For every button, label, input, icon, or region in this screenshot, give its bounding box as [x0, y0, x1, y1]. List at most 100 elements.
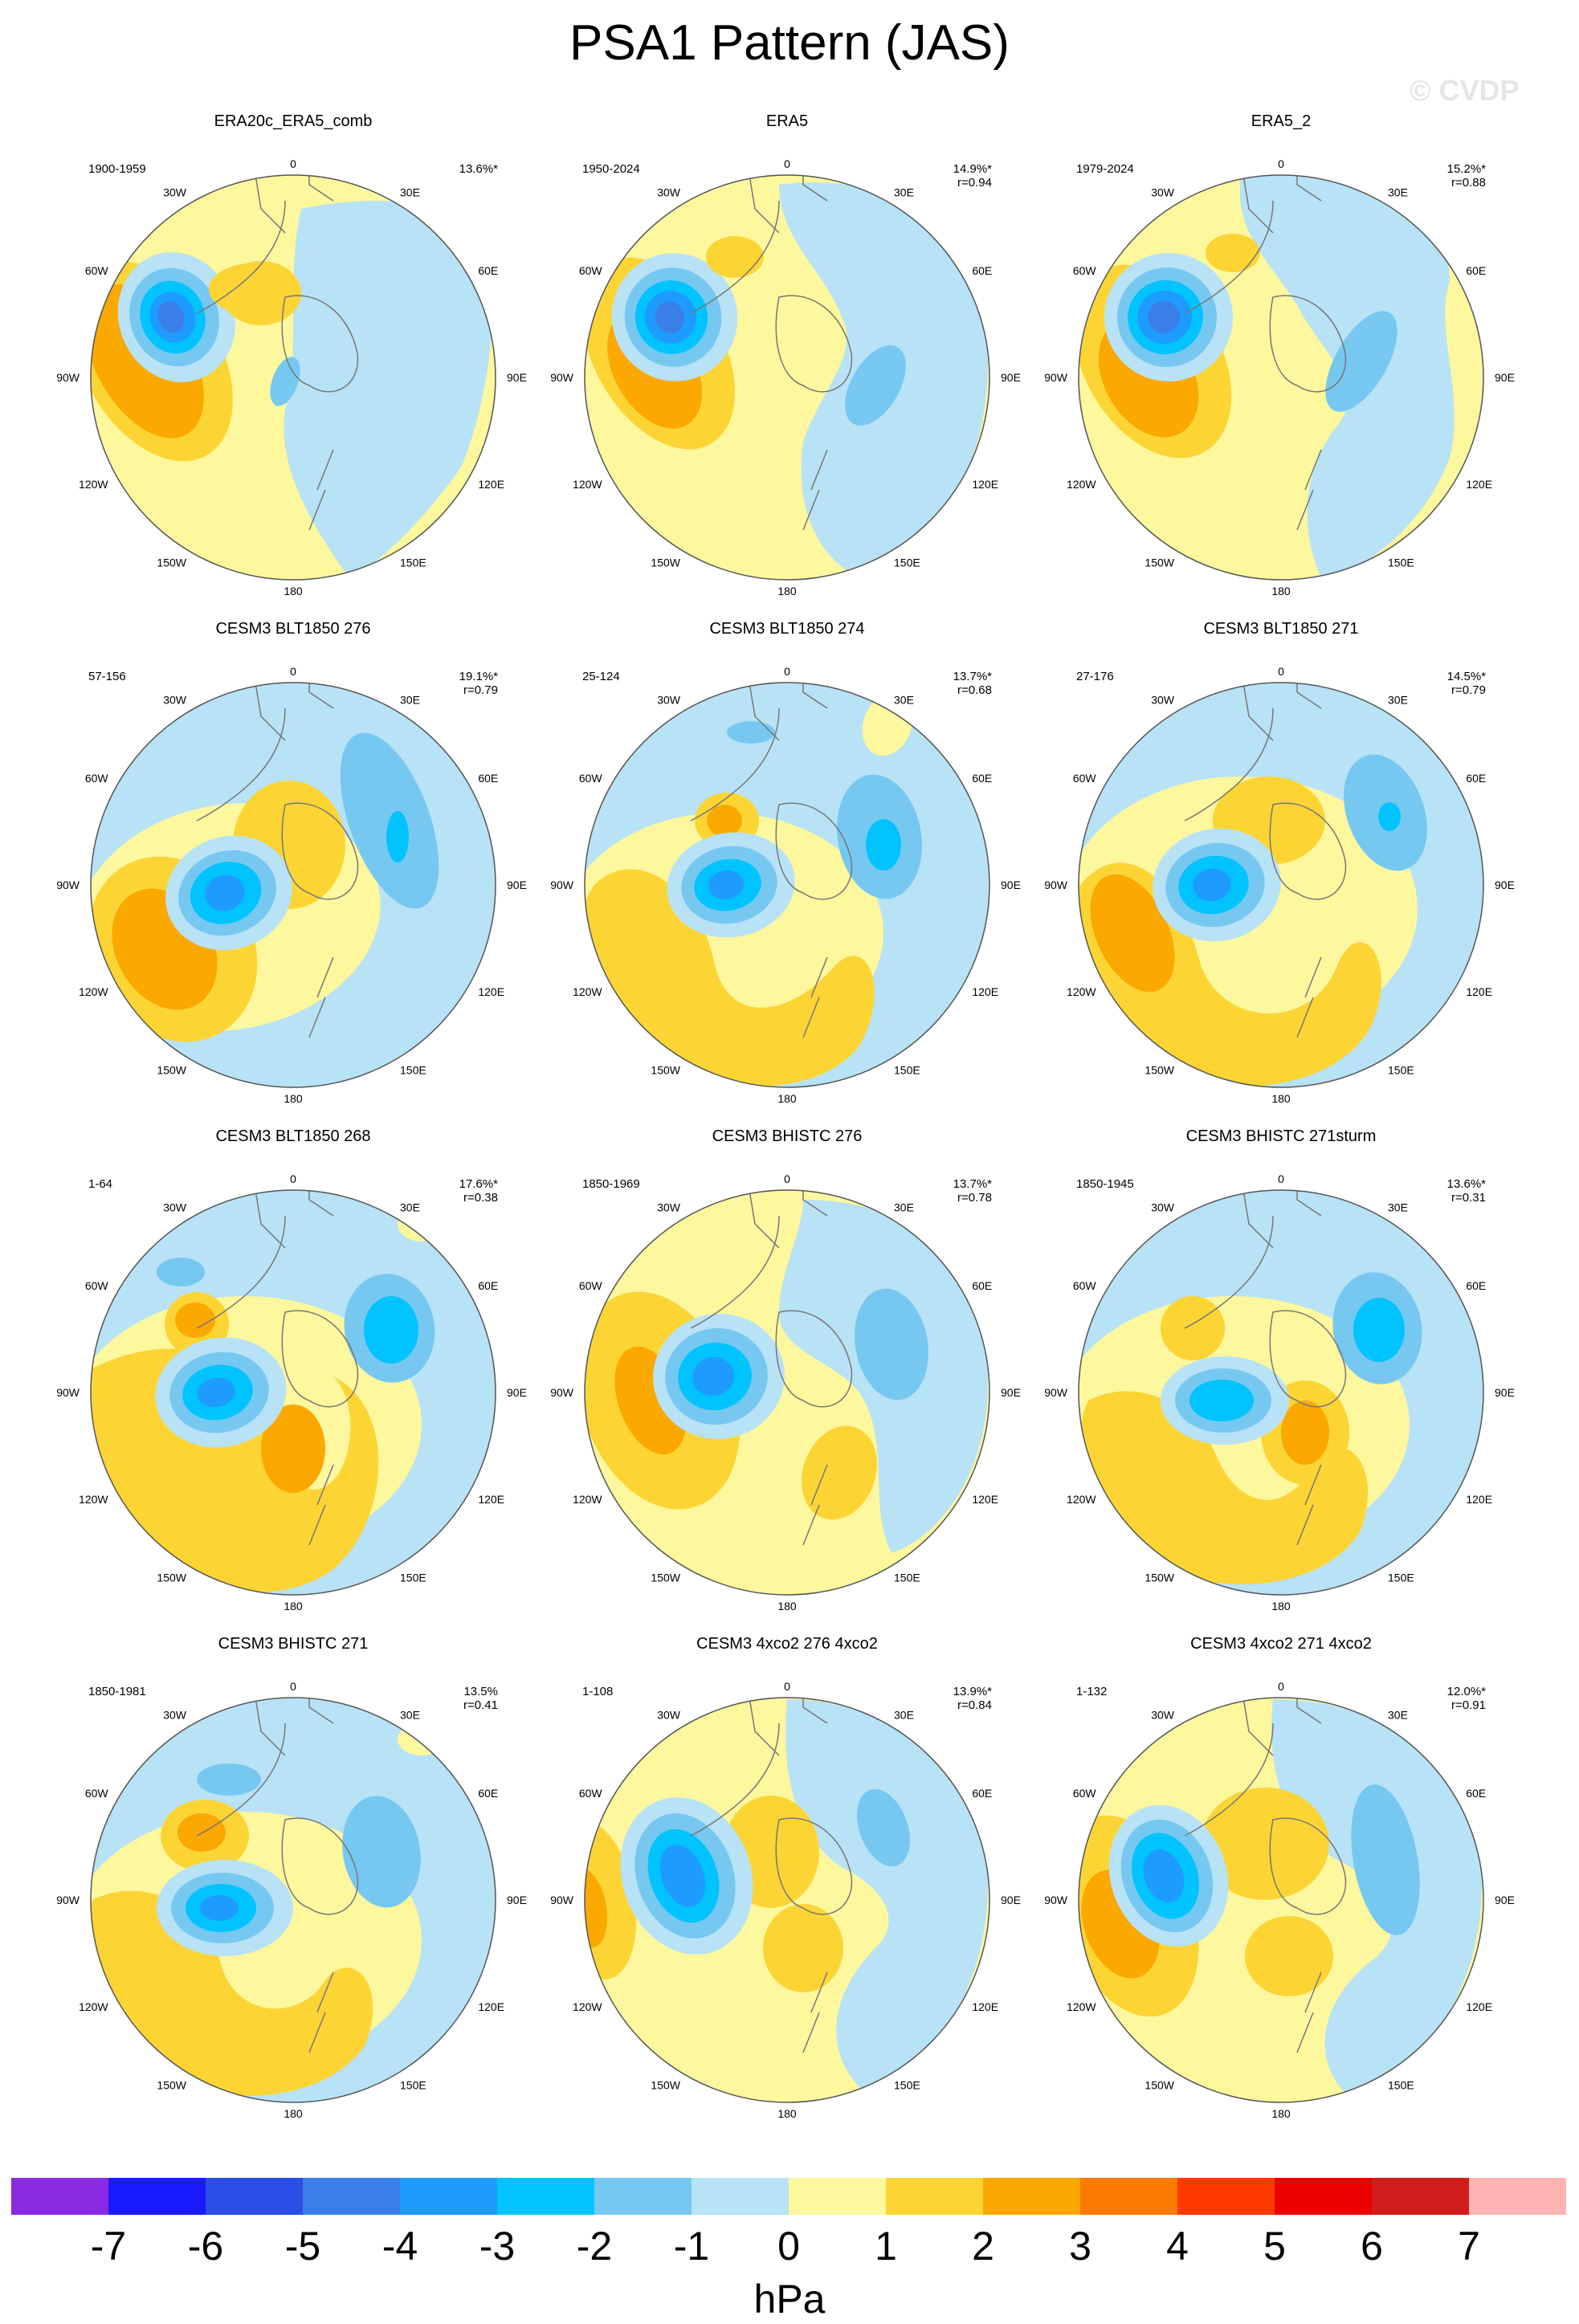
colorbar-tick-label: -4: [381, 2224, 418, 2269]
variance-label: 14.5%* r=0.79: [1446, 670, 1486, 697]
longitude-label: 150W: [157, 1063, 186, 1076]
polar-map: 0 30E 60E 90E 120E 150E 180 150W 120W 90W 60W 30W: [1044, 1172, 1515, 1613]
panel-title: ERA20c_ERA5_comb: [214, 112, 373, 130]
colorbar-tick-label: -1: [673, 2224, 710, 2269]
panel-title: CESM3 4xco2 271 4xco2: [1190, 1635, 1372, 1653]
longitude-label: 30E: [400, 1201, 420, 1214]
map-border: [584, 1697, 990, 2103]
polar-map: 0 30E 60E 90E 120E 150E 180 150W 120W 90W 60W 30W: [550, 1172, 1021, 1613]
map-border: [584, 174, 990, 581]
slp-contour: [177, 1813, 226, 1852]
slp-contour: [261, 1405, 325, 1493]
longitude-label: 90E: [507, 1386, 527, 1399]
map-panel: CESM3 4xco2 271 4xco2 0 30E 60E 90E 120E 150E 1…: [1032, 1635, 1530, 2133]
colorbar-units: hPa: [753, 2277, 826, 2322]
figure-title: PSA1 Pattern (JAS): [569, 15, 1010, 71]
colorbar-swatch: [789, 2178, 887, 2215]
longitude-label: 180: [1271, 585, 1291, 597]
longitude-label: 30W: [1151, 186, 1175, 199]
colorbar-swatch: [11, 2178, 109, 2215]
slp-contour: [1351, 1784, 1420, 1935]
longitude-label: 30W: [657, 1201, 681, 1214]
longitude-label: 60E: [478, 264, 498, 277]
longitude-label: 60E: [478, 1279, 498, 1292]
pattern-correlation: r=0.79: [1451, 683, 1486, 697]
panel-title: CESM3 BHISTC 271: [218, 1635, 369, 1653]
panel-title: CESM3 4xco2 276 4xco2: [696, 1635, 878, 1653]
map-border: [90, 682, 496, 1088]
longitude-label: 90W: [1044, 371, 1068, 384]
slp-contour: [785, 1699, 988, 2101]
colorbar-swatch: [1372, 2178, 1470, 2215]
longitude-label: 30E: [894, 1709, 914, 1722]
longitude-label: 60E: [972, 1279, 992, 1292]
slp-contour: [221, 261, 301, 325]
longitude-label: 90E: [1001, 371, 1021, 384]
longitude-label: 60E: [478, 1787, 498, 1800]
colorbar-tick-label: -7: [90, 2224, 127, 2269]
variance-label: 15.2%* r=0.88: [1446, 162, 1486, 190]
slp-contour: [157, 301, 185, 333]
longitude-label: 150W: [157, 2078, 186, 2091]
slp-contour: [585, 1868, 608, 1948]
longitude-label: 150W: [651, 2078, 680, 2091]
slp-contour: [1161, 1296, 1225, 1360]
slp-contour: [398, 1723, 446, 1755]
map-border: [90, 1697, 496, 2103]
longitude-label: 30W: [1151, 1709, 1175, 1722]
colorbar-tick-label: 0: [777, 2224, 800, 2269]
polar-map: 0 30E 60E 90E 120E 150E 180 150W 120W 90W 60W 30W: [1044, 1680, 1515, 2120]
colorbar-tick-label: 6: [1361, 2224, 1383, 2269]
map-border: [1078, 1189, 1484, 1596]
longitude-label: 180: [777, 2107, 797, 2120]
longitude-label: 150E: [1388, 1063, 1414, 1076]
polar-map: 0 30E 60E 90E 120E 150E 180 150W 120W 90W 60W 30W: [1044, 157, 1515, 597]
longitude-label: 150E: [1388, 556, 1414, 569]
longitude-label: 90W: [56, 371, 80, 384]
colorbar-swatch: [497, 2178, 595, 2215]
longitude-label: 30W: [1151, 1201, 1175, 1214]
variance-label: 13.7%* r=0.68: [953, 670, 992, 697]
years-label: 1850-1969: [582, 1177, 640, 1191]
longitude-label: 180: [777, 585, 797, 597]
slp-contour: [175, 1303, 215, 1338]
longitude-label: 120W: [79, 2000, 108, 2013]
longitude-label: 60W: [579, 264, 603, 277]
longitude-label: 180: [1271, 1092, 1291, 1105]
map-panel: CESM3 BLT1850 274 0 30E 60E 90E 120E 150E 180 15…: [538, 620, 1036, 1118]
longitude-label: 150W: [157, 556, 186, 569]
pattern-correlation: r=0.84: [957, 1698, 992, 1712]
longitude-label: 60W: [579, 1787, 603, 1800]
map-border: [90, 174, 496, 581]
longitude-label: 60E: [972, 772, 992, 785]
longitude-label: 60E: [1466, 1279, 1486, 1292]
pattern-correlation: r=0.94: [957, 176, 992, 190]
longitude-label: 150E: [894, 2078, 920, 2091]
longitude-label: 120E: [972, 2000, 998, 2013]
longitude-label: 60E: [1466, 772, 1486, 785]
longitude-label: 90W: [1044, 879, 1068, 891]
longitude-label: 0: [290, 1680, 296, 1693]
colorbar-swatch: [1080, 2178, 1178, 2215]
longitude-label: 0: [784, 665, 790, 678]
slp-contour: [655, 301, 685, 333]
longitude-label: 30E: [894, 694, 914, 707]
longitude-label: 120W: [79, 1493, 108, 1506]
longitude-label: 60W: [579, 772, 603, 785]
coastline: [690, 683, 853, 1038]
longitude-label: 30E: [1388, 1201, 1408, 1214]
pattern-correlation: r=0.88: [1451, 176, 1486, 190]
slp-contour: [1281, 1401, 1329, 1465]
map-panel: CESM3 BLT1850 268 0 30E 60E 90E 120E 150E 180 15…: [44, 1127, 542, 1625]
longitude-label: 0: [784, 1172, 790, 1185]
longitude-label: 30W: [657, 1709, 681, 1722]
colorbar-tick-label: 2: [972, 2224, 994, 2269]
longitude-label: 90E: [1001, 879, 1021, 891]
colorbar-swatch: [303, 2178, 401, 2215]
pattern-correlation: r=0.68: [957, 683, 992, 697]
polar-map: 0 30E 60E 90E 120E 150E 180 150W 120W 90W 60W 30W: [56, 665, 527, 1105]
longitude-label: 180: [777, 1092, 797, 1105]
slp-contour: [855, 1288, 928, 1401]
slp-contour: [91, 1890, 373, 2096]
longitude-label: 180: [284, 2107, 303, 2120]
